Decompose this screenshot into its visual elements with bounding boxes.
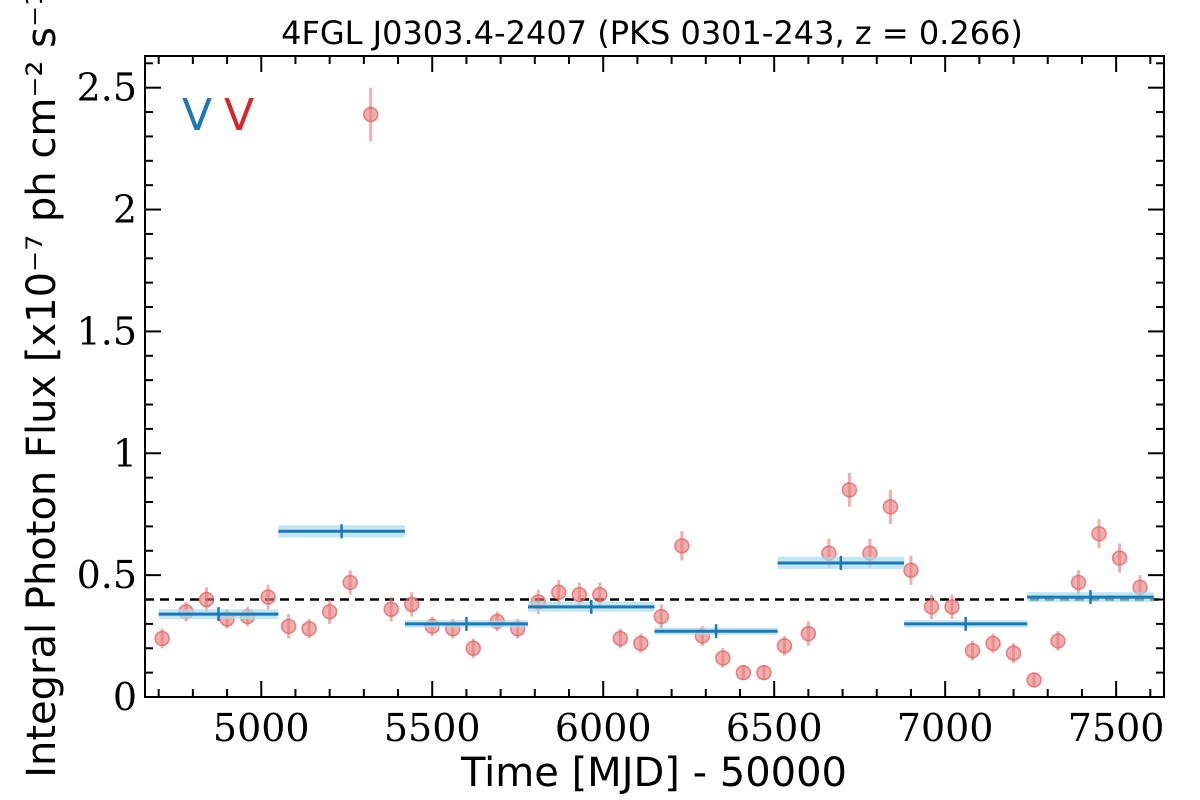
data-point-marker xyxy=(405,597,419,611)
data-point-marker xyxy=(777,639,791,653)
data-point-marker xyxy=(323,605,337,619)
data-point-marker xyxy=(924,600,938,614)
data-point-marker xyxy=(883,500,897,514)
data-point xyxy=(261,585,275,609)
data-point xyxy=(343,570,357,594)
data-point-marker xyxy=(1092,527,1106,541)
y-tick-label: 1 xyxy=(113,431,137,475)
data-point-marker xyxy=(261,590,275,604)
data-point-marker xyxy=(1007,646,1021,660)
data-point xyxy=(1027,673,1041,688)
block-segment xyxy=(159,607,279,621)
light-curve-chart: 4FGL J0303.4-2407 (PKS 0301-243, z = 0.2… xyxy=(0,0,1200,800)
data-point-marker xyxy=(716,651,730,665)
data-point xyxy=(904,556,918,585)
data-point-marker xyxy=(1027,673,1041,687)
data-point xyxy=(716,648,730,667)
data-point-marker xyxy=(675,539,689,553)
data-point-marker xyxy=(945,600,959,614)
plot-area xyxy=(145,88,1164,688)
data-point xyxy=(842,473,856,507)
data-point xyxy=(801,621,815,645)
marker-label: V xyxy=(224,90,254,141)
y-tick-label: 0.5 xyxy=(77,553,137,597)
data-point xyxy=(155,629,169,648)
data-point-marker xyxy=(466,641,480,655)
x-tick-label: 7500 xyxy=(1068,706,1165,750)
block-segment xyxy=(528,600,655,614)
data-point xyxy=(1113,543,1127,572)
block-segment xyxy=(655,624,778,638)
y-tick-label: 1.5 xyxy=(77,309,137,353)
x-axis-label: Time [MJD] - 50000 xyxy=(460,750,847,796)
y-axis-label: Integral Photon Flux [x10⁻⁷ ph cm⁻² s⁻¹] xyxy=(19,0,65,778)
data-point-marker xyxy=(966,644,980,658)
block-segment xyxy=(904,617,1027,631)
data-point-marker xyxy=(801,627,815,641)
data-point xyxy=(986,634,1000,653)
data-point xyxy=(777,636,791,655)
data-point-marker xyxy=(613,632,627,646)
y-tick-label: 2 xyxy=(113,188,137,232)
data-point-marker xyxy=(1113,551,1127,565)
data-point xyxy=(282,614,296,638)
data-point-marker xyxy=(736,666,750,680)
block-segment xyxy=(778,556,905,570)
y-tick-label: 2.5 xyxy=(77,66,137,110)
data-point xyxy=(364,88,378,142)
y-tick-label: 0 xyxy=(113,675,137,719)
data-point xyxy=(1072,570,1086,594)
data-point-marker xyxy=(634,636,648,650)
x-tick-label: 5000 xyxy=(213,706,310,750)
data-point xyxy=(323,600,337,624)
data-point-marker xyxy=(572,588,586,602)
data-point xyxy=(736,665,750,680)
data-point xyxy=(613,629,627,648)
marker-label: V xyxy=(182,90,212,141)
x-tick-label: 6500 xyxy=(726,706,823,750)
data-point xyxy=(634,634,648,653)
data-point xyxy=(675,531,689,560)
data-point-marker xyxy=(842,483,856,497)
x-tick-label: 5500 xyxy=(384,706,481,750)
data-point xyxy=(466,639,480,658)
data-point xyxy=(302,619,316,638)
data-point-marker xyxy=(343,575,357,589)
x-tick-label: 7000 xyxy=(897,706,994,750)
data-point xyxy=(883,490,897,524)
data-point-marker xyxy=(1051,634,1065,648)
data-point-marker xyxy=(654,610,668,624)
block-segment xyxy=(405,617,528,631)
data-point xyxy=(1092,519,1106,548)
data-point-marker xyxy=(200,593,214,607)
data-point-marker xyxy=(302,622,316,636)
data-point-marker xyxy=(757,666,771,680)
x-tick-label: 6000 xyxy=(555,706,652,750)
data-point xyxy=(757,665,771,680)
data-point xyxy=(1007,643,1021,662)
data-point-marker xyxy=(552,585,566,599)
data-point xyxy=(654,604,668,628)
data-point xyxy=(966,641,980,660)
data-point xyxy=(200,587,214,611)
data-point xyxy=(1051,631,1065,650)
data-point-marker xyxy=(384,602,398,616)
data-point-marker xyxy=(1072,575,1086,589)
data-point-marker xyxy=(155,632,169,646)
data-point-marker xyxy=(282,619,296,633)
block-segment xyxy=(278,524,405,538)
chart-title: 4FGL J0303.4-2407 (PKS 0301-243, z = 0.2… xyxy=(281,14,1023,52)
data-point-marker xyxy=(364,107,378,121)
data-point xyxy=(405,592,419,616)
data-point-marker xyxy=(593,588,607,602)
data-point-marker xyxy=(986,636,1000,650)
data-point-marker xyxy=(904,563,918,577)
plot-frame xyxy=(145,56,1164,697)
